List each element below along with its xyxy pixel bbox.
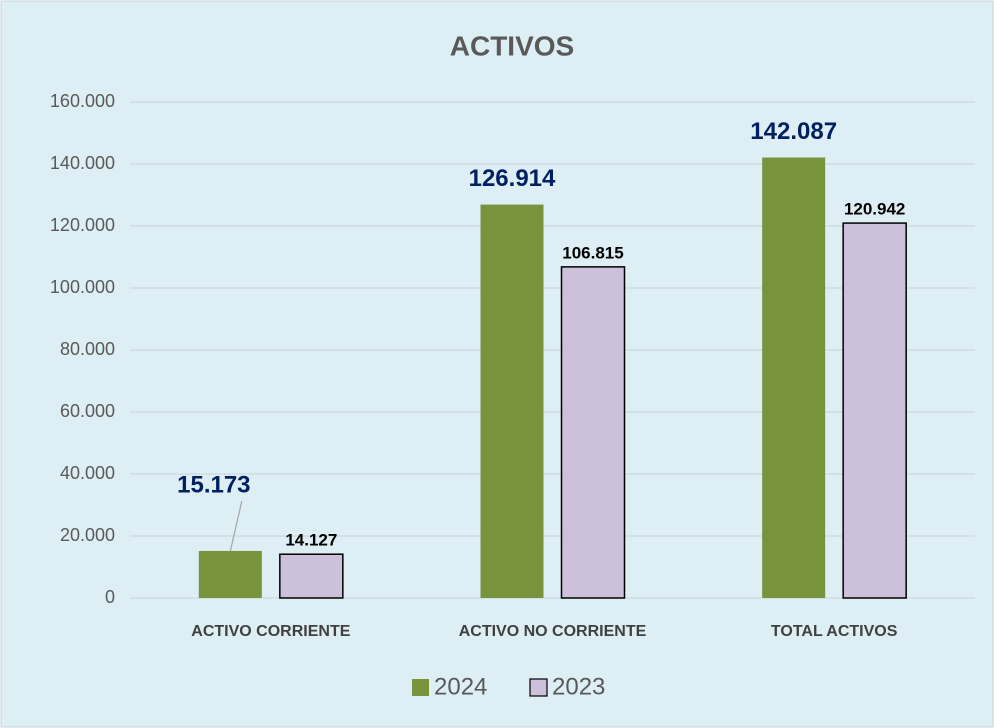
legend-label: 2023 (552, 673, 605, 700)
data-label: 14.127 (285, 531, 337, 550)
data-label: 106.815 (562, 243, 623, 262)
data-label: 142.087 (750, 118, 837, 145)
data-label: 15.173 (177, 471, 250, 498)
bar (279, 553, 344, 599)
leader-line (229, 500, 243, 552)
y-tick-label: 40.000 (60, 463, 115, 483)
y-tick-label: 60.000 (60, 401, 115, 421)
bar (762, 157, 826, 598)
bar (842, 222, 907, 599)
y-tick-label: 80.000 (60, 339, 115, 359)
x-tick-label: ACTIVO CORRIENTE (191, 623, 350, 640)
legend-swatch (412, 679, 429, 696)
legend-label: 2024 (434, 673, 487, 700)
y-tick-label: 20.000 (60, 525, 115, 545)
y-tick-label: 160.000 (50, 91, 115, 111)
y-tick-label: 120.000 (50, 215, 115, 235)
bar (480, 204, 544, 599)
y-tick-label: 100.000 (50, 277, 115, 297)
bar (560, 266, 626, 599)
x-tick-label: TOTAL ACTIVOS (771, 623, 898, 640)
bar (198, 550, 262, 598)
chart-title: ACTIVOS (450, 30, 574, 61)
y-tick-label: 140.000 (50, 153, 115, 173)
data-label: 120.942 (844, 200, 905, 219)
y-tick-label: 0 (105, 587, 115, 607)
data-label: 126.914 (469, 165, 556, 192)
x-tick-label: ACTIVO NO CORRIENTE (459, 623, 647, 640)
legend-swatch (529, 678, 548, 697)
